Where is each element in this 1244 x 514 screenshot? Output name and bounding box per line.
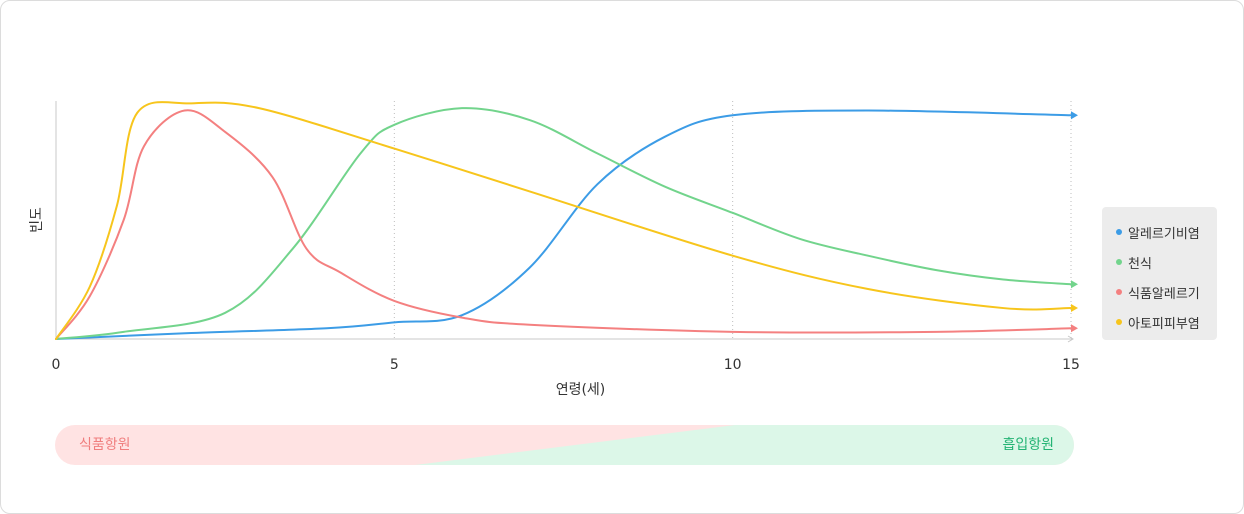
x-axis-arrow	[1067, 335, 1074, 343]
legend-swatch	[1116, 289, 1122, 295]
legend-item-allergic-rhinitis: 알레르기비염	[1102, 217, 1217, 247]
legend-swatch	[1116, 319, 1122, 325]
x-tick-label: 0	[52, 357, 61, 373]
x-tick-label: 10	[724, 357, 742, 373]
chart-plot: 0 5 10 15 연령(세) 빈도	[29, 101, 1080, 398]
legend-label: 아토피피부염	[1128, 316, 1200, 332]
series-line-food-allergy	[55, 109, 1072, 340]
series-line-asthma	[55, 107, 1072, 340]
series-end-arrow-asthma	[1071, 280, 1078, 289]
series-end-arrow-atopic-dermatitis	[1071, 304, 1078, 313]
legend-label: 알레르기비염	[1128, 226, 1200, 242]
x-axis-label: 연령(세)	[556, 382, 606, 398]
legend-item-atopic-dermatitis: 아토피피부염	[1102, 307, 1217, 337]
x-tick-label: 5	[390, 357, 399, 373]
series-end-arrow-food-allergy	[1071, 324, 1078, 333]
legend-swatch	[1116, 229, 1122, 235]
series-line-atopic-dermatitis	[55, 101, 1072, 340]
series-end-arrow-allergic-rhinitis	[1071, 111, 1078, 120]
legend: 알레르기비염 천식 식품알레르기 아토피피부염	[1102, 207, 1217, 340]
legend-item-asthma: 천식	[1102, 247, 1217, 277]
antigen-transition-fill	[415, 425, 1074, 465]
x-tick-label: 15	[1062, 357, 1080, 373]
y-axis-label: 빈도	[29, 207, 45, 233]
legend-label: 천식	[1128, 256, 1152, 272]
legend-item-food-allergy: 식품알레르기	[1102, 277, 1217, 307]
legend-swatch	[1116, 259, 1122, 265]
legend-label: 식품알레르기	[1128, 286, 1200, 302]
series-line-allergic-rhinitis	[55, 109, 1072, 340]
antigen-transition-bar: 식품항원 흡입항원	[55, 425, 1074, 465]
food-antigen-label: 식품항원	[79, 437, 131, 453]
inhalant-antigen-label: 흡입항원	[1002, 437, 1054, 453]
